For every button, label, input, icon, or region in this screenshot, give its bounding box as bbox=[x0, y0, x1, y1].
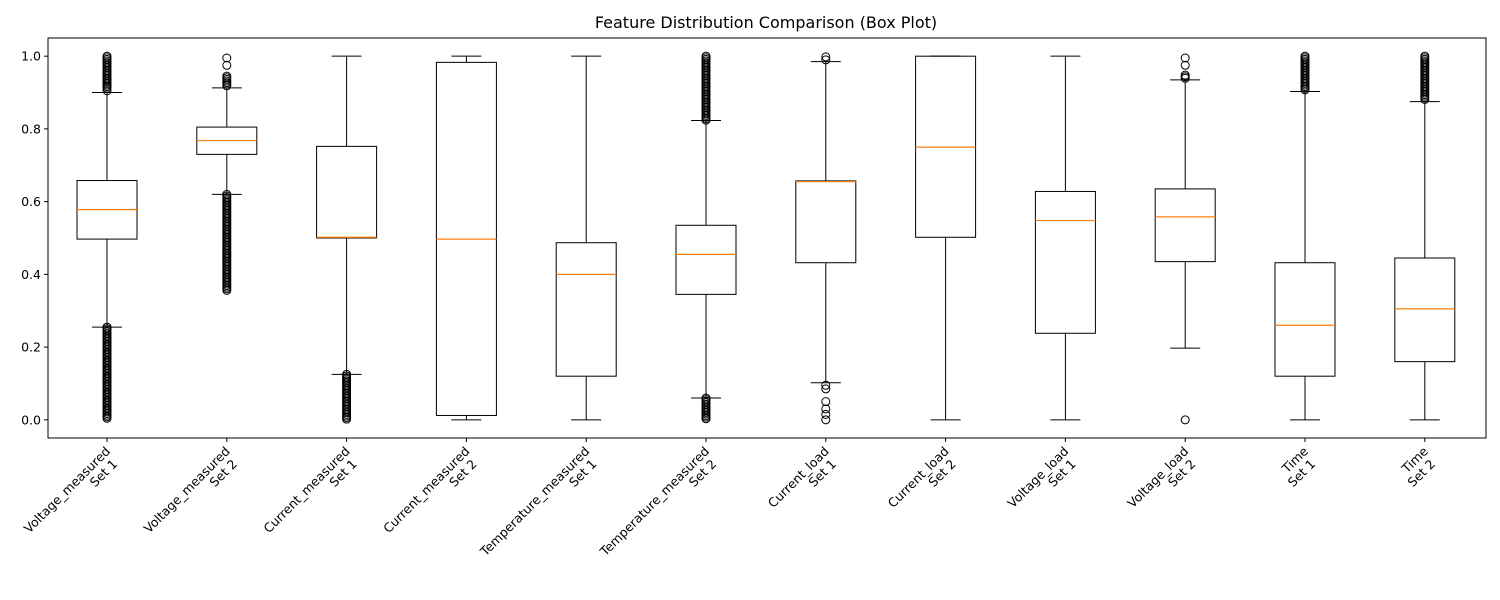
iqr-box bbox=[316, 145, 378, 239]
flier-point bbox=[102, 413, 112, 423]
flier-point bbox=[821, 384, 831, 394]
iqr-box bbox=[1154, 188, 1216, 263]
x-tick-label: TimeSet 1 bbox=[1275, 443, 1321, 489]
x-tick-label-line1: Current_measured bbox=[260, 444, 352, 536]
iqr-box bbox=[795, 180, 857, 264]
x-tick-label: Current_loadSet 2 bbox=[885, 444, 962, 521]
x-tick-label: Voltage_measuredSet 2 bbox=[141, 444, 243, 546]
y-axis: 0.0 0.2 0.4 0.6 0.8 1.0 bbox=[21, 49, 48, 427]
iqr-box bbox=[555, 242, 617, 377]
box-4 bbox=[435, 55, 497, 421]
flier-point bbox=[342, 414, 352, 424]
chart-title: Feature Distribution Comparison (Box Plo… bbox=[595, 13, 937, 32]
flier-point bbox=[821, 397, 831, 407]
iqr-box bbox=[1274, 262, 1336, 377]
y-tick-label: 0.6 bbox=[21, 194, 41, 209]
x-tick-label-line1: Current_measured bbox=[380, 444, 472, 536]
y-tick-label: 1.0 bbox=[21, 49, 41, 64]
y-tick-label: 0.0 bbox=[21, 412, 41, 427]
box-11 bbox=[1274, 51, 1336, 421]
y-tick-label: 0.4 bbox=[21, 267, 41, 282]
flier-point bbox=[1180, 415, 1190, 425]
flier-point bbox=[222, 285, 232, 295]
x-tick-label: Current_measuredSet 1 bbox=[260, 444, 362, 546]
x-tick-label: TimeSet 2 bbox=[1395, 443, 1441, 489]
box-2 bbox=[196, 53, 258, 295]
x-tick-label-line1: Voltage_measured bbox=[141, 444, 233, 536]
axes-frame bbox=[47, 37, 1487, 439]
flier-point bbox=[821, 415, 831, 425]
x-tick-label: Voltage_loadSet 1 bbox=[1004, 444, 1081, 521]
y-tick-label: 0.2 bbox=[21, 340, 41, 355]
iqr-box bbox=[675, 224, 737, 295]
y-tick-label: 0.8 bbox=[21, 121, 41, 136]
box-5 bbox=[555, 55, 617, 421]
x-tick-label: Temperature_measuredSet 2 bbox=[596, 444, 722, 570]
iqr-box bbox=[1394, 257, 1456, 363]
flier-point bbox=[1180, 60, 1190, 70]
flier-point bbox=[701, 414, 711, 424]
x-tick-label: Current_loadSet 1 bbox=[765, 444, 842, 521]
x-tick-label: Voltage_measuredSet 1 bbox=[21, 444, 123, 546]
flier-point bbox=[222, 60, 232, 70]
iqr-box bbox=[1034, 190, 1096, 334]
flier-point bbox=[102, 75, 112, 85]
x-tick-label-line1: Temperature_measured bbox=[596, 444, 712, 560]
box-7 bbox=[795, 52, 857, 425]
x-tick-label: Temperature_measuredSet 1 bbox=[476, 444, 602, 570]
plot-area bbox=[76, 51, 1456, 425]
flier-point bbox=[821, 409, 831, 419]
box-6 bbox=[675, 51, 737, 424]
box-9 bbox=[1034, 55, 1096, 421]
box-3 bbox=[316, 55, 378, 424]
box-10 bbox=[1154, 53, 1216, 425]
box-1 bbox=[76, 51, 138, 423]
x-tick-label-line1: Voltage_measured bbox=[21, 444, 113, 536]
x-tick-label: Current_measuredSet 2 bbox=[380, 444, 482, 546]
box-12 bbox=[1394, 51, 1456, 421]
flier-point bbox=[222, 53, 232, 63]
flier-point bbox=[821, 404, 831, 414]
x-tick-label-line1: Temperature_measured bbox=[476, 444, 592, 560]
x-tick-label: Voltage_loadSet 2 bbox=[1124, 444, 1201, 521]
flier-point bbox=[1180, 53, 1190, 63]
flier-point bbox=[821, 52, 831, 62]
box-8 bbox=[915, 55, 977, 421]
x-axis: Voltage_measuredSet 1 Voltage_measuredSet… bbox=[21, 438, 1441, 570]
